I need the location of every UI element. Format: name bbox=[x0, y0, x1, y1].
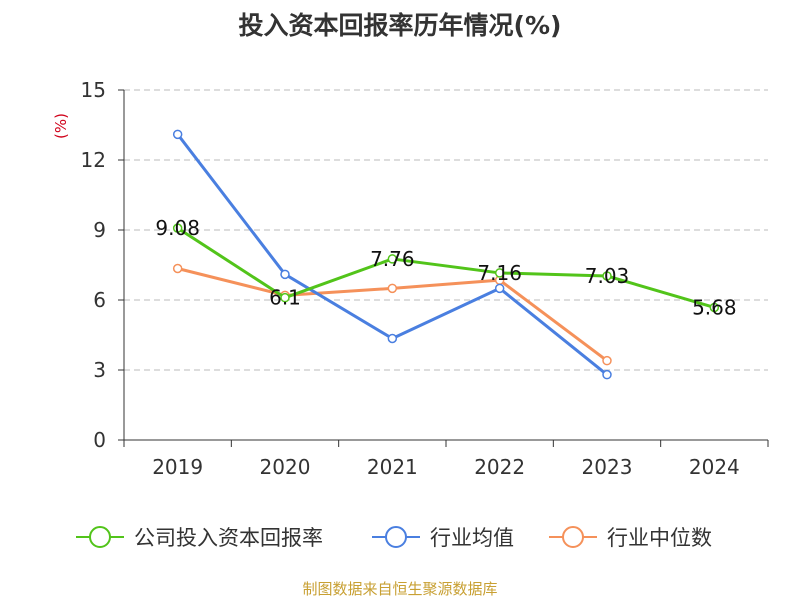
data-point bbox=[494, 283, 505, 294]
legend-marker bbox=[562, 526, 584, 548]
y-tick-label: 0 bbox=[93, 428, 106, 452]
data-point bbox=[602, 271, 612, 281]
series bbox=[172, 129, 720, 380]
legend-label: 行业中位数 bbox=[607, 526, 712, 550]
legend-item: 行业中位数 bbox=[549, 526, 712, 550]
axes: 0 3 6 9 12 15 2019 2020 2021 2022 2023 2024 bbox=[81, 78, 769, 479]
x-tick-label: 2020 bbox=[260, 455, 311, 479]
data-labels: 9.08 6.1 7.76 7.16 7.03 5.68 bbox=[155, 216, 736, 319]
x-tick-label: 2021 bbox=[367, 455, 418, 479]
data-label: 7.16 bbox=[477, 261, 522, 285]
data-point bbox=[172, 129, 183, 140]
x-tick-label: 2022 bbox=[474, 455, 525, 479]
source-note: 制图数据来自恒生聚源数据库 bbox=[302, 580, 498, 598]
y-tick-label: 15 bbox=[81, 78, 106, 102]
data-label: 7.76 bbox=[370, 247, 415, 271]
data-point bbox=[280, 269, 290, 280]
data-point bbox=[387, 283, 398, 294]
gridlines bbox=[124, 89, 768, 371]
data-point bbox=[602, 369, 612, 380]
x-tick-label: 2019 bbox=[152, 455, 203, 479]
y-tick-label: 12 bbox=[81, 148, 106, 172]
legend: 公司投入资本回报率 行业均值 行业中位数 bbox=[76, 526, 712, 550]
legend-item: 行业均值 bbox=[372, 526, 514, 550]
y-tick-label: 3 bbox=[93, 358, 106, 382]
legend-label: 公司投入资本回报率 bbox=[134, 526, 323, 550]
data-label: 5.68 bbox=[692, 295, 737, 319]
data-label: 7.03 bbox=[585, 264, 630, 288]
chart-title: 投入资本回报率历年情况(%) bbox=[238, 11, 562, 40]
data-label: 9.08 bbox=[155, 216, 200, 240]
y-axis-label: (%) bbox=[52, 113, 70, 139]
data-point bbox=[494, 268, 505, 278]
data-point bbox=[387, 333, 398, 344]
data-point bbox=[387, 254, 398, 264]
legend-marker bbox=[89, 526, 111, 548]
y-tick-label: 6 bbox=[93, 288, 106, 312]
legend-label: 行业均值 bbox=[430, 526, 514, 550]
x-tick-label: 2024 bbox=[689, 455, 740, 479]
data-point bbox=[280, 292, 290, 303]
data-label: 6.1 bbox=[269, 286, 301, 310]
legend-marker bbox=[385, 526, 407, 548]
data-point bbox=[709, 302, 720, 313]
data-point bbox=[172, 263, 183, 274]
legend-item: 公司投入资本回报率 bbox=[76, 526, 323, 550]
data-point bbox=[172, 223, 183, 233]
data-point bbox=[602, 355, 612, 366]
x-tick-label: 2023 bbox=[582, 455, 633, 479]
series-line-2 bbox=[177, 267, 608, 362]
y-tick-label: 9 bbox=[93, 218, 106, 242]
series-line-0 bbox=[176, 226, 715, 309]
